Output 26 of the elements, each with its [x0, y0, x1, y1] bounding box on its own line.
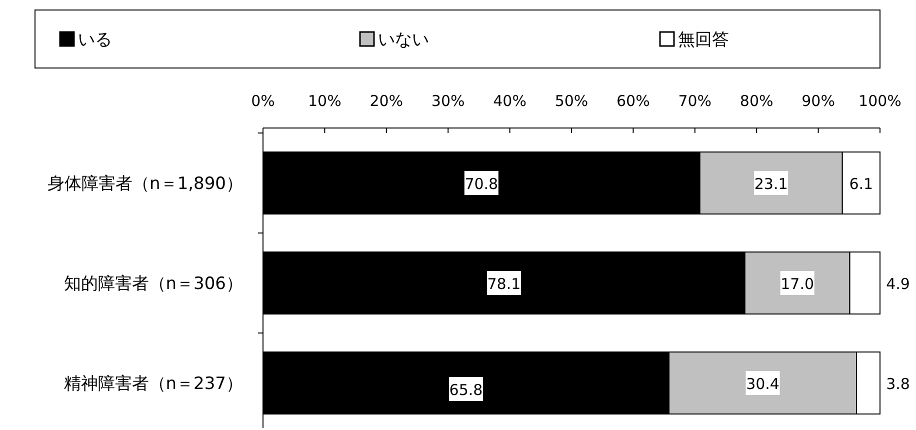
x-tick-label: 10% — [308, 92, 342, 110]
x-tick-label: 80% — [740, 92, 774, 110]
legend-label: いない — [378, 30, 429, 50]
x-tick-label: 30% — [431, 92, 465, 110]
data-label: 17.0 — [780, 275, 814, 293]
x-tick-label: 100% — [858, 92, 902, 110]
x-tick-label: 40% — [493, 92, 526, 110]
data-label: 6.1 — [849, 175, 874, 193]
x-tick-label: 90% — [802, 92, 835, 110]
y-tick-label: 精神障害者（n＝237） — [64, 374, 243, 394]
y-tick-label: 知的障害者（n＝306） — [64, 274, 243, 294]
x-tick-label: 20% — [370, 92, 404, 110]
x-tick-label: 60% — [616, 92, 650, 110]
data-label: 70.8 — [464, 175, 498, 193]
y-tick-label: 身体障害者（n＝1,890） — [48, 174, 243, 194]
legend-label: いる — [78, 30, 112, 50]
data-label: 3.8 — [886, 375, 910, 393]
legend-label: 無回答 — [678, 30, 729, 50]
x-tick-label: 0% — [251, 92, 275, 110]
x-tick-label: 50% — [554, 92, 588, 110]
data-label: 78.1 — [487, 275, 521, 293]
data-label: 23.1 — [754, 175, 788, 193]
data-label: 30.4 — [746, 375, 780, 393]
x-tick-label: 70% — [678, 92, 712, 110]
data-label: 4.9 — [886, 275, 910, 293]
data-label: 65.8 — [449, 381, 483, 399]
